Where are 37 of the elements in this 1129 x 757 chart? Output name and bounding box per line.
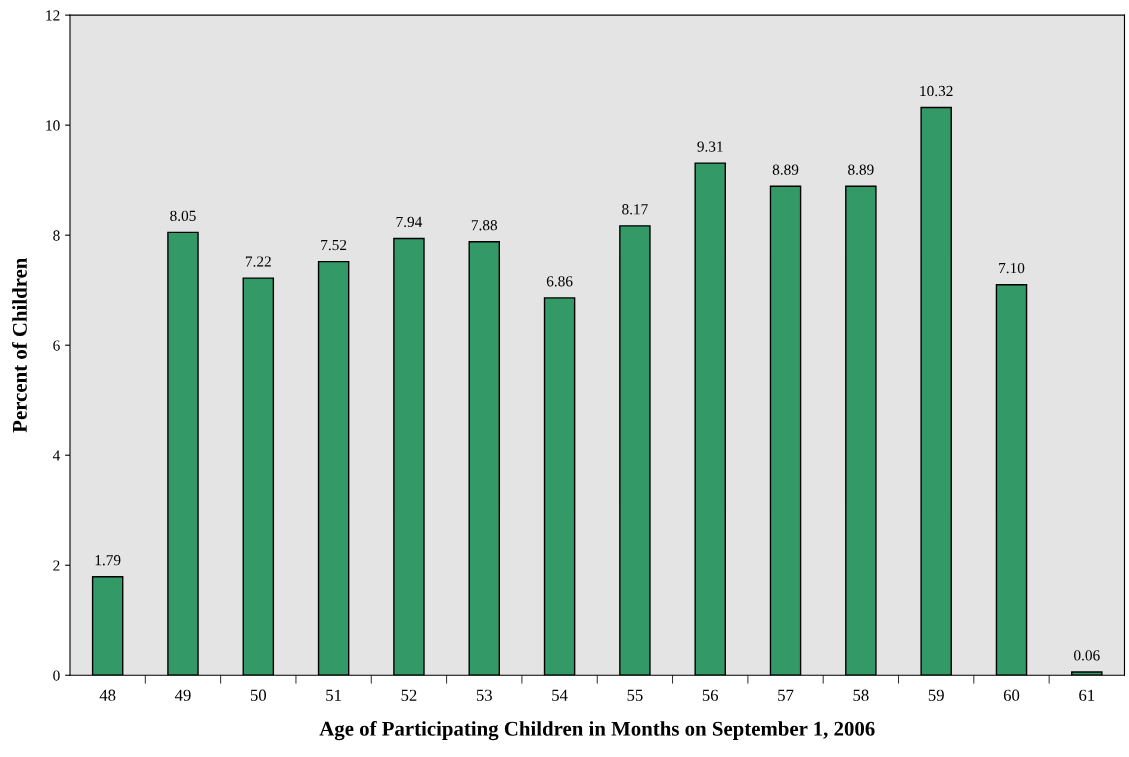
data-label: 7.22: [245, 256, 271, 267]
x-tick-label: 54: [552, 689, 568, 701]
x-tick-label: 61: [1079, 689, 1095, 701]
x-axis-title: Age of Participating Children in Months on September 1, 2006: [319, 720, 875, 741]
y-tick-label: 2: [53, 560, 60, 571]
x-tick-label: 60: [1003, 689, 1020, 701]
y-tick-label: 8: [53, 230, 60, 241]
data-label: 8.05: [170, 210, 196, 222]
x-tick-label: 51: [326, 689, 341, 701]
x-tick-label: 59: [928, 689, 944, 701]
y-axis-title: Percent of Children: [12, 257, 27, 433]
data-label: 7.88: [471, 220, 498, 231]
x-tick-label: 53: [476, 689, 492, 701]
x-tick-label: 55: [627, 689, 643, 701]
data-label: 7.52: [321, 239, 347, 251]
x-tick-label: 48: [99, 689, 116, 701]
y-tick-label: 10: [46, 120, 60, 131]
y-tick-label: 12: [46, 10, 60, 21]
data-label: 0.06: [1074, 650, 1100, 661]
x-tick-label: 58: [853, 689, 869, 701]
data-label: 1.79: [95, 555, 121, 566]
y-tick-label: 6: [53, 340, 60, 351]
x-tick-label: 57: [778, 689, 794, 701]
x-tick-label: 49: [174, 689, 191, 701]
data-label: 8.89: [848, 164, 874, 175]
data-label: 8.17: [622, 204, 648, 215]
data-label: 10.32: [920, 85, 953, 97]
data-label: 6.86: [546, 276, 573, 287]
data-label: 9.31: [697, 141, 723, 152]
data-label: 7.94: [396, 216, 423, 228]
y-tick-label: 4: [52, 450, 61, 461]
data-label: 8.89: [772, 164, 799, 175]
x-tick-label: 52: [401, 689, 417, 701]
y-tick-label: 0: [53, 670, 60, 681]
data-label: 7.10: [999, 262, 1025, 274]
x-tick-label: 50: [250, 689, 266, 701]
x-tick-label: 56: [702, 689, 719, 701]
